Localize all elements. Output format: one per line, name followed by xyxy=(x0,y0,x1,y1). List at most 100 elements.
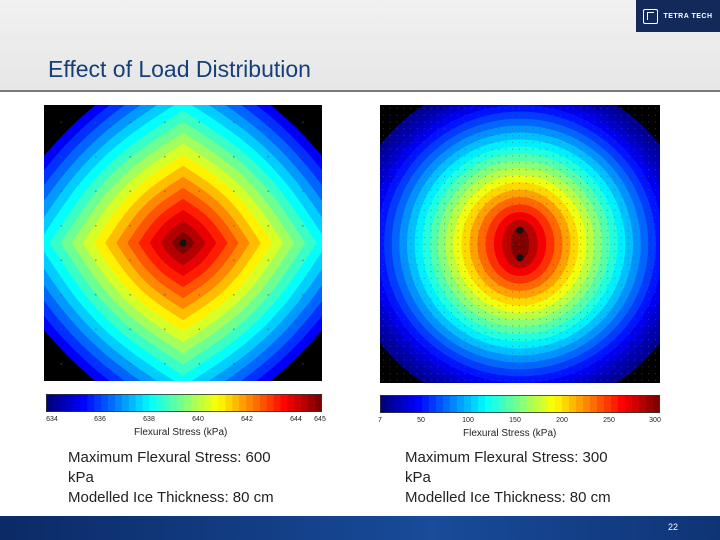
load-point-marker xyxy=(179,239,187,247)
colorbar-left-tick: 638 xyxy=(143,416,155,423)
colorbar-swatch xyxy=(163,394,171,412)
colorbar-left xyxy=(46,394,322,412)
colorbar-frame xyxy=(46,394,322,412)
colorbar-swatch xyxy=(625,395,633,413)
colorbar-swatch xyxy=(387,395,395,413)
colorbar-swatch xyxy=(108,394,116,412)
colorbar-swatch xyxy=(315,394,322,412)
colorbar-swatch xyxy=(46,394,54,412)
colorbar-swatch xyxy=(149,394,157,412)
colorbar-swatch xyxy=(142,394,151,412)
caption-right-line3: Modelled Ice Thickness: 80 cm xyxy=(405,489,611,506)
colorbar-swatch xyxy=(121,394,130,412)
colorbar-swatch xyxy=(87,394,95,412)
caption-left-line3: Modelled Ice Thickness: 80 cm xyxy=(68,489,274,506)
colorbar-swatch xyxy=(239,394,247,412)
colorbar-right-label: Flexural Stress (kPa) xyxy=(463,428,557,439)
colorbar-swatch xyxy=(184,394,192,412)
colorbar-swatch xyxy=(632,395,640,413)
colorbar-swatch xyxy=(218,394,226,412)
colorbar-swatch xyxy=(204,394,213,412)
colorbar-swatch xyxy=(246,394,254,412)
colorbar-swatch xyxy=(177,394,185,412)
caption-left: Maximum Flexural Stress: 600 kPa Modelle… xyxy=(68,448,274,508)
colorbar-swatch xyxy=(408,395,416,413)
colorbar-right xyxy=(380,395,660,413)
colorbar-swatch xyxy=(273,394,282,412)
colorbar-left-tick: 644 xyxy=(290,416,302,423)
slide-title: Effect of Load Distribution xyxy=(48,56,311,82)
colorbar-swatch xyxy=(513,395,521,413)
colorbar-swatch xyxy=(101,394,109,412)
logo-text: TETRA TECH xyxy=(663,12,713,20)
colorbar-swatch xyxy=(639,395,647,413)
colorbar-swatch xyxy=(301,394,309,412)
colorbar-right-tick: 7 xyxy=(378,417,382,424)
page-number: 22 xyxy=(667,522,678,532)
colorbar-swatch xyxy=(646,395,654,413)
colorbar-swatch xyxy=(135,394,144,412)
header-band xyxy=(0,0,720,92)
colorbar-swatch xyxy=(266,394,275,412)
colorbar-swatch xyxy=(653,395,660,413)
colorbar-swatch xyxy=(597,395,605,413)
stress-map-single-load xyxy=(44,105,322,381)
colorbar-swatch xyxy=(492,395,500,413)
colorbar-swatch xyxy=(541,395,549,413)
colorbar-swatch xyxy=(225,394,233,412)
stress-contour xyxy=(510,227,530,261)
colorbar-swatch xyxy=(94,394,102,412)
colorbar-swatch xyxy=(80,394,88,412)
colorbar-right-tick: 150 xyxy=(509,417,521,424)
node-grid xyxy=(382,107,656,381)
node-grid xyxy=(60,121,304,365)
colorbar-left-tick: 640 xyxy=(192,416,204,423)
colorbar-right-tick: 250 xyxy=(603,417,615,424)
colorbar-swatch xyxy=(450,395,458,413)
colorbar-swatch xyxy=(436,395,444,413)
colorbar-swatch xyxy=(128,394,137,412)
colorbar-swatch xyxy=(380,395,388,413)
colorbar-swatch xyxy=(527,395,535,413)
colorbar-frame xyxy=(380,395,660,413)
colorbar-swatch xyxy=(401,395,409,413)
colorbar-swatch xyxy=(611,395,619,413)
colorbar-right-tick: 50 xyxy=(417,417,425,424)
footer-band: 22 xyxy=(0,516,720,540)
colorbar-swatch xyxy=(287,394,295,412)
colorbar-swatch xyxy=(59,394,68,412)
colorbar-right-tick: 200 xyxy=(556,417,568,424)
colorbar-swatch xyxy=(253,394,261,412)
colorbar-swatch xyxy=(73,394,82,412)
colorbar-swatch xyxy=(156,394,164,412)
colorbar-swatch xyxy=(618,395,626,413)
colorbar-swatch xyxy=(583,395,591,413)
colorbar-swatch xyxy=(232,394,240,412)
colorbar-swatch xyxy=(115,394,123,412)
colorbar-swatch xyxy=(394,395,402,413)
colorbar-swatch xyxy=(294,394,302,412)
colorbar-swatch xyxy=(211,394,220,412)
colorbar-swatch xyxy=(66,394,75,412)
colorbar-swatch xyxy=(422,395,430,413)
colorbar-swatch xyxy=(443,395,451,413)
colorbar-swatch xyxy=(197,394,206,412)
colorbar-swatch xyxy=(429,395,437,413)
caption-right: Maximum Flexural Stress: 300 kPa Modelle… xyxy=(405,448,611,508)
colorbar-swatch xyxy=(485,395,493,413)
colorbar-swatch xyxy=(520,395,528,413)
colorbar-left-tick: 642 xyxy=(241,416,253,423)
colorbar-left-tick: 634 xyxy=(46,416,58,423)
colorbar-left-label: Flexural Stress (kPa) xyxy=(134,427,228,438)
caption-left-line2: kPa xyxy=(68,469,94,486)
colorbar-swatch xyxy=(555,395,563,413)
colorbar-left-tick: 636 xyxy=(94,416,106,423)
colorbar-swatch xyxy=(190,394,199,412)
colorbar-swatch xyxy=(308,394,316,412)
colorbar-swatch xyxy=(562,395,570,413)
colorbar-swatch xyxy=(499,395,507,413)
stress-map-double-load xyxy=(380,105,660,383)
colorbar-swatch xyxy=(471,395,479,413)
colorbar-swatch xyxy=(506,395,514,413)
colorbar-swatch xyxy=(170,394,178,412)
